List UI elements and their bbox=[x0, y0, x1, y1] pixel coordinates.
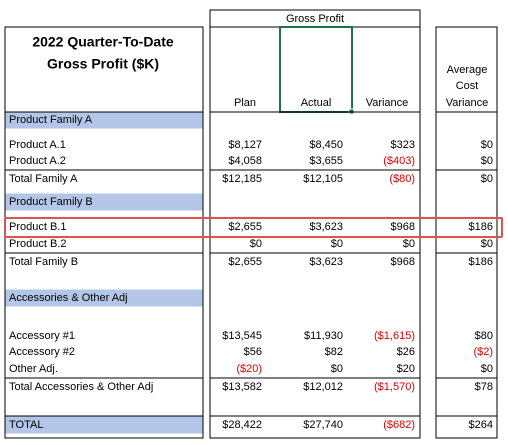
main-block bbox=[209, 9, 421, 439]
cell-value: $0 bbox=[403, 238, 415, 250]
bands bbox=[5, 111, 203, 434]
title-line: Gross Profit ($K) bbox=[47, 56, 159, 72]
row-label: Total Family B bbox=[9, 256, 78, 268]
cell-value: $968 bbox=[391, 256, 415, 268]
cell-value: ($20) bbox=[236, 363, 262, 375]
cell-value: $8,450 bbox=[309, 139, 343, 151]
row-label: Accessory #1 bbox=[9, 330, 75, 342]
column-header: Cost bbox=[456, 80, 479, 92]
cell-value: $0 bbox=[331, 363, 343, 375]
cell-value: $0 bbox=[481, 139, 493, 151]
highlight-box bbox=[4, 217, 503, 238]
cell-value: $186 bbox=[469, 221, 493, 233]
cell-value: $12,185 bbox=[222, 173, 262, 185]
cell-value: ($403) bbox=[383, 155, 415, 167]
column-header: Plan bbox=[234, 97, 256, 109]
column-header: Actual bbox=[301, 97, 332, 109]
cell-value: ($682) bbox=[383, 419, 415, 431]
row-label: Product A.1 bbox=[9, 139, 66, 151]
section-band bbox=[5, 193, 203, 211]
right-block bbox=[435, 26, 498, 439]
cell-value: $3,623 bbox=[309, 256, 343, 268]
cell-value: $80 bbox=[475, 330, 493, 342]
cell-value: $13,545 bbox=[222, 330, 262, 342]
row-label: Product B.2 bbox=[9, 238, 66, 250]
cell-value: $0 bbox=[481, 155, 493, 167]
cell-value: $4,058 bbox=[228, 155, 262, 167]
cell-value: $3,655 bbox=[309, 155, 343, 167]
cell-value: $264 bbox=[469, 419, 493, 431]
cell-value: ($80) bbox=[389, 173, 415, 185]
cell-value: $968 bbox=[391, 221, 415, 233]
cell-value: ($1,570) bbox=[374, 381, 415, 393]
row-label: Product Family A bbox=[9, 114, 93, 126]
row-label: Accessory #2 bbox=[9, 346, 75, 358]
row-label: Accessories & Other Adj bbox=[9, 292, 128, 304]
row-label: Product B.1 bbox=[9, 221, 66, 233]
column-header: Variance bbox=[446, 97, 489, 109]
cell-value: $20 bbox=[397, 363, 415, 375]
cell-value: $26 bbox=[397, 346, 415, 358]
row-label: TOTAL bbox=[9, 419, 43, 431]
cell-value: $0 bbox=[481, 173, 493, 185]
row-label: Other Adj. bbox=[9, 363, 58, 375]
cell-value: $56 bbox=[244, 346, 262, 358]
cell-value: $2,655 bbox=[228, 221, 262, 233]
cell-value: $11,930 bbox=[304, 330, 343, 342]
cell-value: $13,582 bbox=[222, 381, 262, 393]
cell-value: $0 bbox=[481, 363, 493, 375]
cell-value: $78 bbox=[475, 381, 493, 393]
column-header: Variance bbox=[366, 97, 409, 109]
group-header: Gross Profit bbox=[286, 13, 344, 25]
row-label: Product Family B bbox=[9, 196, 93, 208]
cell-value: $12,105 bbox=[303, 173, 343, 185]
cell-value: $323 bbox=[391, 139, 415, 151]
cell-value: $28,422 bbox=[222, 419, 262, 431]
row-label: Product A.2 bbox=[9, 155, 66, 167]
cell-value: $0 bbox=[331, 238, 343, 250]
cell-value: $0 bbox=[481, 238, 493, 250]
cell-value: $0 bbox=[250, 238, 262, 250]
row-label: Total Family A bbox=[9, 173, 78, 185]
cell-value: ($2) bbox=[473, 346, 493, 358]
cell-value: $8,127 bbox=[228, 139, 262, 151]
cell-value: $186 bbox=[469, 256, 493, 268]
cell-value: $2,655 bbox=[228, 256, 262, 268]
cell-value: $3,623 bbox=[309, 221, 343, 233]
section-band bbox=[5, 111, 203, 129]
row-label: Total Accessories & Other Adj bbox=[9, 381, 153, 393]
section-band bbox=[5, 416, 203, 434]
cell-value: ($1,615) bbox=[374, 330, 415, 342]
cell-value: $12,012 bbox=[303, 381, 343, 393]
table-body: Product Family A Product A.1 $8,127 $8,450 $… bbox=[5, 111, 497, 431]
cell-value: $82 bbox=[325, 346, 343, 358]
section-band bbox=[5, 289, 203, 307]
cell-value: $27,740 bbox=[303, 419, 343, 431]
column-header: Average bbox=[447, 64, 488, 76]
title-line: 2022 Quarter-To-Date bbox=[32, 34, 174, 50]
